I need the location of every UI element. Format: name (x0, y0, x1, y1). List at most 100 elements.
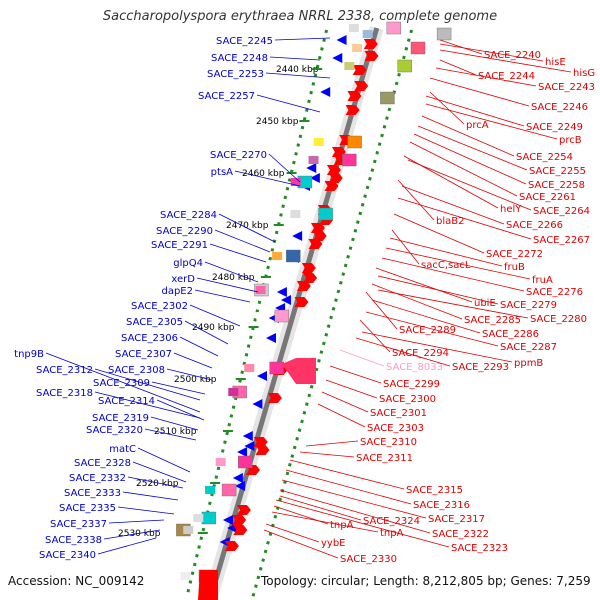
red-gene-arrow (347, 91, 362, 101)
left-gene-label: SACE_2302 (131, 301, 188, 312)
kbp-label: 2470 kbp (226, 221, 269, 231)
right-gene-label: hisE (545, 57, 566, 68)
gene-box (348, 24, 359, 32)
gene-box (344, 62, 355, 70)
right-leader-line (365, 291, 398, 330)
right-gene-label: SACE_2311 (356, 453, 413, 464)
red-gene-arrow (312, 231, 327, 241)
left-gene-label: SACE_2332 (69, 473, 126, 484)
gene-box (238, 455, 253, 469)
right-gene-label: helY (500, 204, 522, 215)
right-gene-label: SACE_2310 (360, 437, 417, 448)
left-gene-label: SACE_2307 (115, 349, 172, 360)
left-gene-label: SACE_2335 (59, 503, 116, 514)
left-gene-label: SACE_2248 (211, 53, 268, 64)
right-gene-label: SACE_2246 (531, 102, 588, 113)
right-gene-label: fruB (504, 262, 525, 273)
right-gene-label: SACE_2287 (500, 342, 557, 353)
gene-box (201, 511, 217, 525)
left-gene-label: SACE_2257 (198, 91, 255, 102)
red-gene-arrow (363, 39, 378, 49)
gene-box (274, 309, 290, 323)
left-leader-line (265, 72, 331, 79)
left-gene-label: SACE_2328 (74, 458, 131, 469)
right-gene-label: SACE_2315 (406, 485, 463, 496)
gene-box (380, 91, 395, 105)
gene-box (436, 27, 452, 41)
left-gene-label: SACE_2337 (50, 519, 107, 530)
right-leader-line (271, 511, 379, 533)
left-gene-label: SACE_2306 (121, 333, 178, 344)
gene-box (290, 210, 301, 218)
left-leader-line (45, 352, 201, 413)
left-gene-label: SACE_2309 (93, 378, 150, 389)
left-gene-label: SACE_2245 (216, 36, 273, 47)
left-leader-line (137, 447, 191, 473)
right-gene-label: SACE_2255 (529, 166, 586, 177)
right-gene-label: yybE (321, 538, 346, 549)
left-gene-label: SACE_2308 (108, 365, 165, 376)
right-leader-line (425, 103, 558, 140)
right-gene-label: SACE_2254 (516, 152, 573, 163)
left-leader-line (94, 368, 201, 401)
left-gene-label: xerD (171, 274, 195, 285)
blue-gene-arrow (257, 371, 268, 381)
blue-gene-arrow (237, 447, 248, 457)
left-leader-line (122, 491, 179, 501)
left-leader-line (214, 229, 271, 253)
kbp-label: 2530 kbp (118, 529, 161, 539)
left-leader-line (218, 213, 276, 243)
right-gene-label: SACE_2276 (526, 287, 583, 298)
right-gene-label: SACE_2299 (383, 379, 440, 390)
right-leader-line (439, 49, 572, 73)
blue-gene-arrow (276, 287, 287, 297)
right-gene-label: SACE_2301 (370, 408, 427, 419)
right-leader-line (407, 159, 532, 211)
genome-backbone (207, 27, 380, 600)
left-gene-label: SACE_2338 (45, 535, 102, 546)
gene-box (362, 30, 373, 38)
right-leader-line (393, 213, 485, 254)
blue-gene-arrow (292, 231, 303, 241)
right-leader-line (265, 523, 320, 543)
gene-box (228, 388, 239, 396)
gene-box (183, 526, 194, 534)
right-gene-label: sacC,sacL (421, 260, 471, 271)
right-gene-label: SACE_2264 (533, 206, 590, 217)
left-leader-line (117, 506, 175, 515)
gene-box (215, 458, 226, 466)
right-gene-label: ubiE (474, 298, 496, 309)
right-leader-line (285, 469, 412, 505)
left-leader-line (94, 391, 201, 419)
red-gene-block (282, 358, 316, 384)
right-gene-label: blaB2 (436, 216, 464, 227)
left-leader-line (196, 277, 259, 293)
blue-gene-arrow (252, 399, 263, 409)
blue-gene-arrow (266, 333, 277, 343)
left-gene-label: ptsA (211, 167, 233, 178)
right-leader-line (321, 391, 369, 413)
red-gene-block (198, 570, 218, 600)
right-gene-label: SACE_2243 (538, 82, 595, 93)
right-gene-label: SACE_2330 (340, 554, 397, 565)
right-leader-line (389, 237, 503, 267)
kbp-label: 2480 kbp (212, 273, 255, 283)
right-leader-line (339, 349, 385, 367)
right-gene-label: SACE_2244 (478, 71, 535, 82)
left-gene-label: glpQ4 (173, 258, 203, 269)
gene-box (244, 364, 255, 372)
right-leader-line (439, 59, 477, 76)
left-leader-line (269, 56, 321, 61)
red-gene-arrow (301, 263, 316, 273)
right-gene-label: SACE_2317 (428, 514, 485, 525)
blue-gene-arrow (336, 35, 347, 45)
right-gene-label: SACE_2285 (464, 315, 521, 326)
right-gene-label: SACE_2300 (379, 394, 436, 405)
right-gene-label: SACE_2316 (413, 500, 470, 511)
right-gene-label: SACE_2294 (392, 348, 449, 359)
right-gene-label: SACE_2272 (486, 249, 543, 260)
left-leader-line (108, 519, 165, 524)
left-leader-line (194, 289, 251, 303)
right-leader-line (281, 479, 427, 519)
